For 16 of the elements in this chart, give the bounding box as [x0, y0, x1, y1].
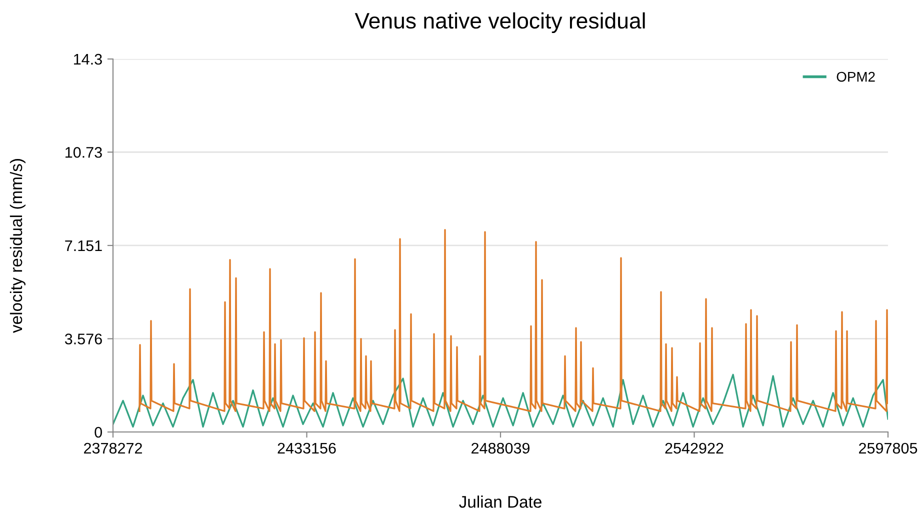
- y-tick-label: 0: [94, 426, 102, 438]
- x-axis-title: Julian Date: [459, 496, 542, 508]
- x-tick-label: 2378272: [84, 442, 142, 454]
- line-series: [113, 374, 888, 428]
- x-tick-label: 2597805: [859, 442, 918, 454]
- x-tick-label: 2433156: [278, 442, 336, 454]
- y-tick-label: 3.576: [64, 334, 102, 344]
- y-tick-label: 10.73: [66, 146, 102, 158]
- x-tick-label: 2488039: [472, 442, 530, 454]
- legend-label: OPM2: [836, 72, 875, 82]
- line-series: [138, 229, 888, 412]
- y-tick-label: 14.3: [74, 54, 102, 65]
- y-axis-title: velocity residual (mm/s): [10, 159, 26, 333]
- y-tick-label: 7.151: [65, 240, 102, 252]
- x-tick-label: 2542922: [665, 442, 724, 454]
- chart-title: Venus native velocity residual: [354, 12, 645, 34]
